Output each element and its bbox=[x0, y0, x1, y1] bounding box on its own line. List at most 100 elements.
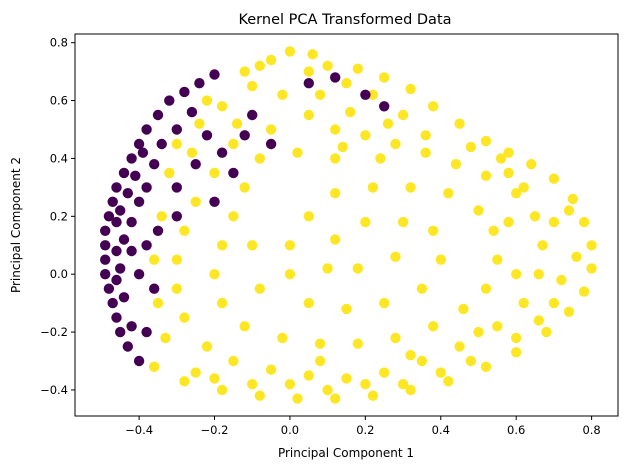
scatter-point bbox=[533, 269, 544, 280]
scatter-point bbox=[228, 211, 239, 222]
scatter-point bbox=[194, 78, 205, 89]
scatter-point bbox=[511, 332, 522, 344]
scatter-point bbox=[428, 321, 439, 332]
scatter-point bbox=[416, 283, 428, 294]
scatter-point bbox=[216, 297, 228, 309]
scatter-point bbox=[405, 182, 416, 193]
scatter-point bbox=[341, 78, 352, 89]
scatter-point bbox=[541, 326, 552, 338]
scatter-point bbox=[454, 118, 465, 129]
scatter-point bbox=[322, 384, 333, 396]
scatter-point bbox=[330, 234, 341, 245]
scatter-point bbox=[152, 297, 164, 309]
scatter-point bbox=[141, 240, 152, 251]
scatter-point bbox=[379, 297, 390, 309]
scatter-point bbox=[314, 355, 326, 367]
scatter-point bbox=[352, 63, 363, 74]
scatter-point bbox=[111, 182, 122, 193]
scatter-point bbox=[390, 332, 401, 344]
scatter-point bbox=[107, 297, 118, 309]
scatter-point bbox=[179, 376, 190, 387]
scatter-point bbox=[367, 89, 379, 101]
scatter-point bbox=[239, 321, 250, 332]
scatter-point bbox=[122, 188, 133, 199]
scatter-point bbox=[360, 89, 371, 101]
scatter-point bbox=[111, 312, 122, 323]
scatter-point bbox=[228, 167, 239, 179]
scatter-point bbox=[292, 147, 303, 158]
scatter-point bbox=[314, 89, 326, 101]
scatter-point bbox=[107, 196, 118, 207]
scatter-point bbox=[141, 182, 152, 193]
scatter-point bbox=[111, 245, 122, 257]
scatter-point bbox=[303, 78, 314, 89]
scatter-point bbox=[164, 167, 175, 179]
scatter-point bbox=[216, 384, 228, 396]
scatter-point bbox=[492, 321, 503, 332]
scatter-point bbox=[118, 167, 130, 179]
scatter-point bbox=[228, 138, 239, 150]
scatter-point bbox=[567, 193, 578, 205]
scatter-point bbox=[171, 211, 182, 222]
scatter-point bbox=[341, 373, 352, 384]
scatter-point bbox=[454, 341, 465, 352]
scatter-point bbox=[379, 101, 390, 112]
scatter-point bbox=[503, 147, 514, 158]
scatter-point bbox=[548, 173, 560, 184]
scatter-point bbox=[115, 326, 126, 338]
scatter-point bbox=[492, 254, 503, 265]
scatter-point bbox=[443, 376, 454, 387]
scatter-point bbox=[216, 147, 228, 158]
scatter-point bbox=[360, 216, 371, 228]
scatter-point bbox=[518, 297, 529, 309]
scatter-point bbox=[480, 283, 492, 294]
scatter-point bbox=[480, 361, 492, 372]
scatter-point bbox=[209, 196, 220, 207]
scatter-point bbox=[330, 72, 341, 83]
scatter-point bbox=[152, 225, 164, 236]
scatter-point bbox=[247, 240, 258, 251]
scatter-point bbox=[337, 141, 348, 153]
scatter-point bbox=[379, 72, 390, 83]
scatter-point bbox=[284, 379, 296, 390]
scatter-point bbox=[537, 240, 548, 251]
scatter-point bbox=[586, 240, 597, 251]
scatter-point bbox=[548, 216, 560, 228]
scatter-point bbox=[435, 367, 446, 378]
y-tick-label: −0.2 bbox=[40, 325, 68, 339]
scatter-point bbox=[405, 83, 416, 95]
scatter-point bbox=[247, 379, 258, 390]
scatter-point bbox=[480, 170, 492, 181]
scatter-point bbox=[194, 118, 205, 129]
scatter-point bbox=[133, 355, 145, 367]
x-tick-label: 0.2 bbox=[356, 423, 374, 437]
scatter-point bbox=[149, 283, 160, 294]
x-tick-label: 0.6 bbox=[507, 423, 525, 437]
y-tick-label: 0.0 bbox=[50, 267, 68, 281]
scatter-point bbox=[303, 297, 314, 309]
scatter-point bbox=[171, 283, 182, 294]
plot-area bbox=[74, 33, 619, 417]
y-tick-label: 0.4 bbox=[50, 151, 68, 165]
scatter-point bbox=[100, 269, 111, 280]
scatter-point bbox=[133, 269, 145, 280]
scatter-point bbox=[458, 303, 469, 315]
y-axis: −0.4 −0.2 0.0 0.2 0.4 0.6 0.8 bbox=[40, 36, 75, 397]
scatter-point bbox=[435, 254, 446, 265]
y-tick-label: −0.4 bbox=[40, 383, 68, 397]
scatter-point bbox=[247, 109, 258, 121]
scatter-point bbox=[405, 350, 416, 361]
scatter-point bbox=[228, 355, 239, 367]
scatter-point bbox=[322, 263, 333, 274]
scatter-point bbox=[314, 338, 326, 349]
scatter-point bbox=[556, 274, 567, 286]
scatter-point bbox=[111, 216, 122, 228]
scatter-point bbox=[254, 390, 265, 401]
scatter-point bbox=[503, 216, 514, 228]
scatter-point bbox=[190, 367, 201, 378]
scatter-point bbox=[247, 80, 258, 92]
scatter-point bbox=[118, 234, 130, 245]
scatter-point bbox=[186, 106, 198, 118]
scatter-point bbox=[367, 182, 379, 193]
